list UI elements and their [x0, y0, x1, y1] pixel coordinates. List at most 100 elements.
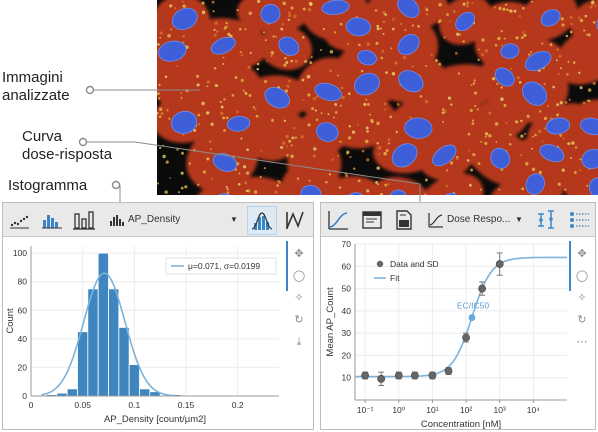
list-options-button[interactable]	[569, 209, 591, 230]
speckle	[391, 72, 396, 76]
speckle	[559, 134, 562, 137]
speckle	[211, 0, 215, 4]
speckle	[520, 134, 524, 138]
speckle	[382, 33, 385, 35]
zoom-icon[interactable]: ◯	[575, 270, 589, 282]
gaussian-fit-button[interactable]	[247, 206, 277, 235]
speckle	[387, 138, 391, 141]
speckle	[322, 27, 325, 31]
speckle	[201, 10, 206, 15]
speckle	[327, 113, 330, 116]
speckle	[160, 112, 164, 116]
speckle	[184, 185, 188, 189]
speckle	[520, 36, 524, 40]
cell-body	[416, 173, 484, 195]
speckle	[471, 119, 475, 122]
data-point	[361, 371, 370, 380]
variable-dropdown-arrow[interactable]: ▼	[230, 209, 238, 230]
speckle	[312, 154, 316, 158]
nucleus	[525, 173, 545, 195]
speckle	[158, 83, 161, 86]
nucleus	[545, 117, 571, 135]
refresh-icon[interactable]: ↻	[294, 314, 304, 326]
curve-chart-button[interactable]	[327, 209, 349, 230]
speckle	[495, 141, 498, 143]
peak-line-button[interactable]	[285, 209, 305, 230]
speckle	[308, 179, 311, 182]
speckle	[509, 9, 513, 13]
speckle	[520, 119, 523, 123]
speckle	[182, 41, 185, 44]
error-bars-button[interactable]	[535, 209, 557, 230]
speckle	[226, 25, 229, 27]
speckle	[383, 151, 387, 156]
speckle	[247, 189, 251, 193]
report-button[interactable]	[394, 209, 414, 230]
histogram-legend: μ=0.071, σ=0.0199	[165, 257, 277, 275]
speckle	[158, 107, 163, 111]
move-icon[interactable]: ✥	[294, 248, 304, 260]
more-icon[interactable]: ⋯	[576, 336, 588, 348]
speckle	[314, 109, 318, 112]
speckle	[339, 22, 343, 26]
speckle	[165, 160, 169, 164]
speckle	[481, 38, 485, 42]
chevron-down-icon: ▼	[230, 215, 238, 224]
speckle	[206, 85, 209, 88]
speckle	[170, 28, 173, 31]
nucleus	[158, 40, 187, 62]
histogram-x-tick-label: 0.2	[232, 400, 244, 410]
download-icon[interactable]: ⤓	[296, 336, 302, 348]
dose-response-legend: Data and SD Fit	[374, 259, 439, 283]
legend-fit-label: Fit	[390, 273, 400, 283]
scatter-plot-button[interactable]	[9, 209, 29, 230]
speckle	[196, 74, 200, 78]
table-window-button[interactable]	[361, 209, 383, 230]
dose-response-x-tick-label: 10¹	[426, 405, 438, 415]
speckle	[390, 47, 393, 50]
speckle	[302, 99, 305, 102]
speckle	[379, 192, 384, 195]
nucleus	[580, 117, 598, 136]
speckle	[518, 15, 521, 18]
speckle	[288, 79, 291, 83]
speckle	[395, 130, 398, 134]
speckle	[430, 53, 433, 56]
speckle	[341, 87, 344, 89]
curve-chart-icon	[328, 210, 348, 230]
speckle	[383, 108, 386, 111]
dose-response-toolbar: Dose Respo... ▼	[321, 203, 595, 237]
refresh-icon[interactable]: ↻	[577, 314, 587, 326]
speckle	[452, 10, 456, 14]
speckle	[264, 39, 267, 42]
dot-histogram-button[interactable]	[41, 209, 63, 230]
speckle	[307, 7, 312, 12]
magic-wand-icon[interactable]: ✧	[577, 292, 587, 304]
chart-type-dropdown-arrow[interactable]: ▼	[515, 209, 523, 230]
speckle	[566, 73, 569, 76]
histogram-y-axis-title: Count	[5, 308, 16, 334]
speckle	[227, 32, 231, 36]
speckle	[591, 0, 595, 4]
bar-chart-button[interactable]	[73, 209, 95, 230]
speckle	[466, 159, 470, 162]
speckle	[180, 92, 183, 95]
speckle	[567, 60, 570, 63]
magic-wand-icon[interactable]: ✧	[294, 292, 304, 304]
speckle	[385, 149, 389, 153]
speckle	[159, 31, 163, 35]
speckle	[169, 4, 173, 8]
zoom-icon[interactable]: ◯	[292, 270, 306, 282]
chart-type-selector[interactable]: Dose Respo...	[428, 209, 510, 230]
speckle	[513, 9, 517, 13]
speckle	[484, 141, 488, 145]
speckle	[202, 170, 207, 174]
speckle	[168, 117, 171, 120]
speckle	[578, 16, 581, 19]
speckle	[346, 151, 349, 154]
speckle	[530, 0, 534, 3]
variable-selector[interactable]: AP_Density	[109, 209, 180, 230]
move-icon[interactable]: ✥	[577, 248, 587, 260]
speckle	[376, 142, 379, 145]
speckle	[260, 149, 263, 152]
